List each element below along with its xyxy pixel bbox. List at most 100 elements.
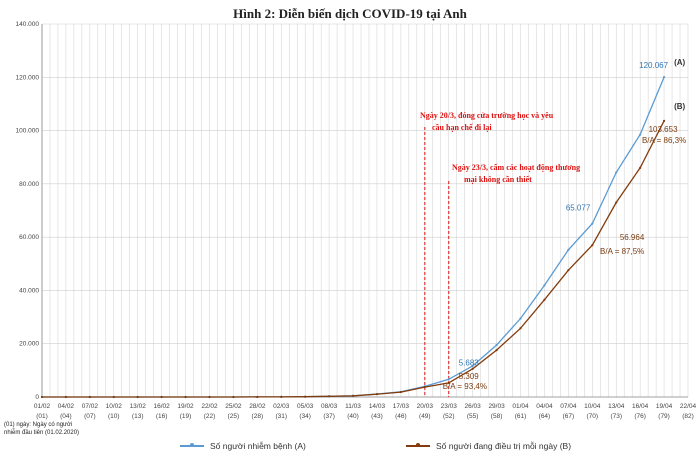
event-text: Ngày 20/3, đóng cửa trường học và yêu	[420, 111, 554, 120]
x-tick-day: (55)	[467, 413, 479, 420]
x-tick-date: 07/04	[560, 403, 577, 410]
x-tick-date: 08/03	[321, 403, 338, 410]
y-tick-label: 80.000	[19, 181, 39, 188]
series-lines: (A) (B)	[40, 58, 686, 399]
event-markers: Ngày 20/3, đóng cửa trường học và yêu cầu…	[420, 111, 580, 397]
y-tick-label: 20.000	[19, 341, 39, 348]
x-tick-day: (76)	[634, 413, 646, 420]
x-tick-date: 28/02	[249, 403, 266, 410]
x-tick-day: (01)	[36, 413, 48, 420]
x-tick-date: 13/02	[130, 403, 147, 410]
data-label: 103.653	[649, 125, 678, 134]
footnote: (01) ngày: Ngày có người nhiễm đầu tiên …	[4, 421, 79, 437]
y-tick-label: 140.000	[16, 21, 40, 28]
series-point-b	[112, 395, 115, 399]
x-tick-date: 16/02	[153, 403, 170, 410]
y-tick-label: 100.000	[16, 128, 40, 135]
x-tick-day: (19)	[180, 413, 192, 420]
x-tick-day: (58)	[491, 413, 503, 420]
series-point-b	[208, 395, 211, 399]
event-text: mại không cần thiết	[464, 175, 532, 184]
x-tick-date: 04/02	[58, 403, 75, 410]
series-point-b	[543, 298, 546, 301]
y-tick-label: 40.000	[19, 287, 39, 294]
x-tick-date: 19/04	[656, 403, 673, 410]
x-tick-day: (43)	[371, 413, 383, 420]
series-point-b	[256, 395, 259, 399]
series-point-b	[495, 349, 498, 352]
series-point-a	[662, 76, 666, 79]
series-point-b	[160, 395, 163, 399]
x-tick-date: 04/04	[536, 403, 553, 410]
series-point-b	[64, 395, 68, 399]
data-label: B/A = 86,3%	[642, 136, 686, 145]
x-tick-day: (37)	[323, 413, 335, 420]
legend-item-a: Số người nhiễm bệnh (A)	[180, 441, 306, 451]
series-point-b	[136, 395, 139, 399]
x-tick-day: (67)	[563, 413, 575, 420]
grid-lines	[41, 23, 689, 398]
x-tick-day: (40)	[347, 413, 359, 420]
x-tick-day: (49)	[419, 413, 431, 420]
data-label: 56.964	[620, 233, 645, 242]
series-point-a	[519, 317, 522, 320]
series-point-b	[399, 390, 402, 394]
x-tick-date: 10/02	[106, 403, 123, 410]
axes	[41, 24, 688, 398]
x-tick-date: 01/02	[34, 403, 51, 410]
chart-title: Hình 2: Diễn biến dịch COVID-19 tại Anh	[233, 6, 467, 21]
x-tick-day: (70)	[587, 413, 599, 420]
series-point-b	[280, 395, 283, 398]
x-tick-day: (28)	[252, 413, 264, 420]
x-tick-date: 29/03	[488, 403, 505, 410]
data-label: 120.067	[639, 61, 668, 70]
series-end-label: (B)	[674, 102, 685, 111]
data-label: 65.077	[566, 204, 591, 213]
series-point-b	[447, 381, 450, 384]
x-tick-day: (52)	[443, 413, 455, 420]
legend-swatch-a	[180, 443, 204, 447]
series-point-b	[639, 166, 642, 169]
series-point-b	[615, 201, 618, 204]
x-tick-day: (13)	[132, 413, 144, 420]
x-tick-day: (61)	[515, 413, 527, 420]
series-point-b	[304, 395, 307, 398]
x-tick-date: 25/02	[225, 403, 242, 410]
x-tick-day: (25)	[228, 413, 240, 420]
legend-label-b: Số người đang điều trị mỗi ngày (B)	[436, 441, 572, 451]
x-tick-date: 10/04	[584, 403, 601, 410]
series-point-b	[662, 119, 666, 122]
x-tick-date: 26/03	[465, 403, 482, 410]
event-text: cầu hạn chế đi lại	[432, 123, 492, 132]
x-tick-day: (34)	[299, 413, 311, 420]
legend-item-b: Số người đang điều trị mỗi ngày (B)	[406, 441, 571, 451]
x-tick-date: 23/03	[441, 403, 458, 410]
footnote-line-1: (01) ngày: Ngày có người	[4, 422, 73, 428]
data-label: B/A = 93,4%	[443, 382, 487, 391]
x-tick-date: 13/04	[608, 403, 625, 410]
tick-labels: 0 20.000 40.000 60.000 80.000 100.000 120.000 1…	[16, 21, 697, 420]
series-point-a	[591, 222, 594, 225]
x-tick-date: 14/03	[369, 403, 386, 410]
x-tick-day: (46)	[395, 413, 407, 420]
x-tick-day: (22)	[204, 413, 216, 420]
series-point-b	[519, 327, 522, 330]
series-point-b	[423, 386, 426, 389]
series-point-a	[447, 378, 450, 381]
series-point-b	[88, 395, 91, 399]
x-tick-day: (64)	[539, 413, 551, 420]
x-tick-date: 22/02	[201, 403, 218, 410]
x-tick-day: (10)	[108, 413, 120, 420]
x-tick-date: 17/03	[393, 403, 410, 410]
x-tick-date: 02/03	[273, 403, 290, 410]
series-point-b	[232, 395, 235, 399]
y-tick-label: 0	[35, 394, 39, 401]
data-label: 5.309	[459, 372, 480, 381]
x-tick-day: (04)	[60, 413, 72, 420]
footnote-line-2: nhiễm đầu tiên (01.02.2020)	[4, 430, 80, 436]
series-point-a	[471, 364, 474, 368]
x-tick-day: (79)	[658, 413, 670, 420]
y-tick-label: 60.000	[19, 234, 39, 241]
